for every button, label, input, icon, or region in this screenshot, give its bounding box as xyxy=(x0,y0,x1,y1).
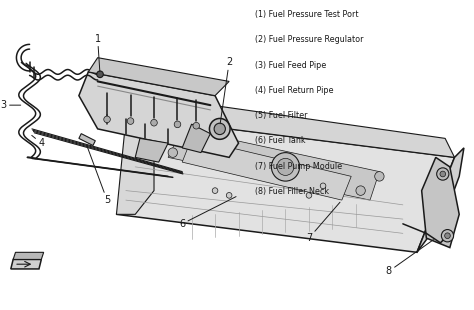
Circle shape xyxy=(272,153,300,181)
Polygon shape xyxy=(79,134,95,145)
Circle shape xyxy=(168,148,177,157)
Text: (1) Fuel Pressure Test Port: (1) Fuel Pressure Test Port xyxy=(255,10,358,19)
Text: (2) Fuel Pressure Regulator: (2) Fuel Pressure Regulator xyxy=(255,35,364,44)
Polygon shape xyxy=(145,96,455,157)
Polygon shape xyxy=(13,252,44,259)
Text: 8: 8 xyxy=(386,240,434,276)
Text: (8) Fuel Filler Neck: (8) Fuel Filler Neck xyxy=(255,187,329,196)
Polygon shape xyxy=(135,138,168,162)
Circle shape xyxy=(441,229,454,242)
Polygon shape xyxy=(422,157,459,248)
Circle shape xyxy=(193,122,200,129)
Text: 4: 4 xyxy=(32,135,45,148)
Circle shape xyxy=(212,188,218,193)
Circle shape xyxy=(320,183,326,189)
Text: (7) Fuel Pump Module: (7) Fuel Pump Module xyxy=(255,162,342,171)
Circle shape xyxy=(151,119,157,126)
Polygon shape xyxy=(182,138,351,200)
Text: 7: 7 xyxy=(306,202,340,243)
Circle shape xyxy=(210,118,230,139)
Text: (5) Fuel Filter: (5) Fuel Filter xyxy=(255,111,308,120)
Circle shape xyxy=(306,193,312,198)
Text: 5: 5 xyxy=(87,146,110,205)
Circle shape xyxy=(277,158,294,175)
Polygon shape xyxy=(11,259,41,269)
Text: 1: 1 xyxy=(95,34,101,72)
Circle shape xyxy=(174,121,181,128)
Circle shape xyxy=(437,168,449,180)
Text: (4) Fuel Return Pipe: (4) Fuel Return Pipe xyxy=(255,86,334,95)
Circle shape xyxy=(127,118,134,124)
Circle shape xyxy=(356,186,365,195)
Circle shape xyxy=(375,172,384,181)
Polygon shape xyxy=(417,148,464,252)
Text: 2: 2 xyxy=(220,57,232,124)
Polygon shape xyxy=(117,119,455,252)
Circle shape xyxy=(445,233,450,239)
Circle shape xyxy=(214,123,225,135)
Text: 6: 6 xyxy=(179,197,236,229)
Circle shape xyxy=(104,116,110,123)
Polygon shape xyxy=(168,129,379,200)
Text: (6) Fuel Tank: (6) Fuel Tank xyxy=(255,136,306,145)
Circle shape xyxy=(440,171,446,177)
Text: 3: 3 xyxy=(0,100,21,110)
Circle shape xyxy=(226,193,232,198)
Text: (3) Fuel Feed Pipe: (3) Fuel Feed Pipe xyxy=(255,60,326,69)
Polygon shape xyxy=(182,124,210,153)
Polygon shape xyxy=(88,58,229,96)
Circle shape xyxy=(97,71,103,78)
Polygon shape xyxy=(79,72,238,157)
Polygon shape xyxy=(117,119,154,214)
